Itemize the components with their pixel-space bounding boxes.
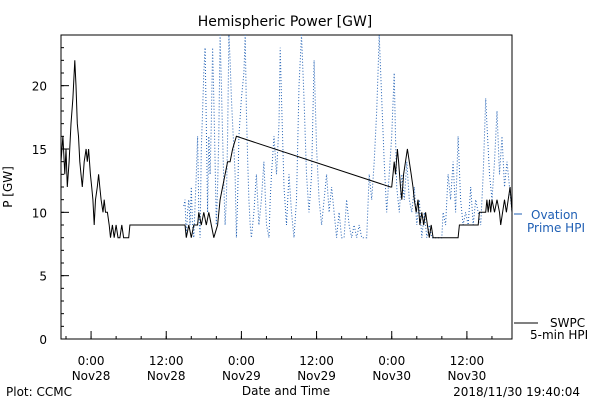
x-tick-time-label: 0:00: [228, 354, 255, 368]
ovation-legend-label-2: Prime HPI: [527, 221, 585, 235]
swpc-legend-label-2: 5-min HPI: [530, 328, 588, 342]
x-tick-date-label: Nov29: [297, 369, 336, 383]
y-tick-label: 0: [39, 333, 47, 347]
x-tick-labels: 0:00Nov2812:00Nov280:00Nov2912:00Nov290:…: [72, 354, 487, 383]
series-layer: [60, 34, 513, 239]
y-tick-label: 5: [39, 270, 47, 284]
x-tick-time-label: 12:00: [450, 354, 485, 368]
y-tick-label: 20: [32, 80, 47, 94]
y-tick-label: 10: [32, 206, 47, 220]
ovation-legend-label-1: Ovation: [531, 208, 578, 222]
swpc-series-line: [60, 60, 513, 239]
y-tick-labels: 0 5 10 15 20: [32, 80, 47, 347]
plot-frame: [60, 34, 513, 340]
x-tick-time-label: 12:00: [149, 354, 184, 368]
x-tick-date-label: Nov28: [147, 369, 186, 383]
axis-ticks: [61, 34, 493, 340]
y-axis-label: P [GW]: [1, 166, 15, 208]
x-tick-date-label: Nov29: [222, 369, 261, 383]
chart-title: Hemispheric Power [GW]: [198, 14, 373, 30]
plot-timestamp: 2018/11/30 19:40:04: [453, 385, 580, 399]
y-tick-label: 15: [32, 143, 47, 157]
x-tick-time-label: 0:00: [378, 354, 405, 368]
x-tick-date-label: Nov30: [448, 369, 487, 383]
x-tick-time-label: 0:00: [78, 354, 105, 368]
ovation-series-line: [183, 34, 513, 239]
x-axis-label: Date and Time: [242, 384, 330, 398]
x-tick-date-label: Nov28: [72, 369, 111, 383]
x-tick-date-label: Nov30: [372, 369, 411, 383]
swpc-legend-label-1: SWPC: [550, 316, 585, 330]
plot-credit: Plot: CCMC: [6, 385, 72, 399]
x-tick-time-label: 12:00: [299, 354, 334, 368]
